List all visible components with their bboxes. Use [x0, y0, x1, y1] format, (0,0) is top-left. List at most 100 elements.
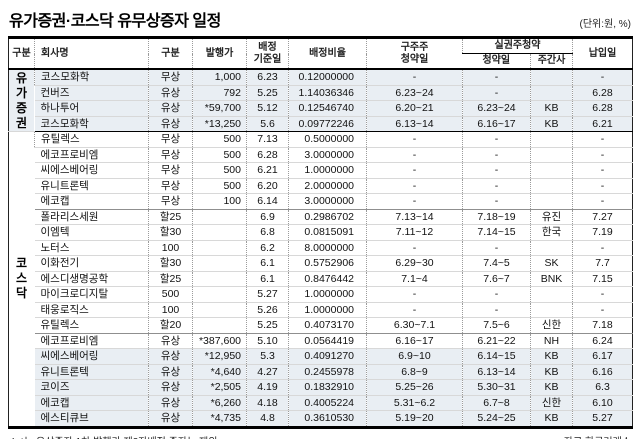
cell-payment: - [572, 302, 633, 318]
table-row: 유니트론텍 유상 *4,640 4.27 0.2455978 6.8~9 6.13~14 KB… [9, 364, 633, 380]
cell-payment: 7.7 [572, 255, 633, 272]
cell-ratio: 0.5752906 [288, 255, 367, 272]
cell-ratio: 0.3610530 [288, 410, 367, 428]
cell-forfeit-sub: - [462, 193, 531, 210]
table-row: 에코캡 유상 *6,260 4.18 0.4005224 5.31~6.2 6.7~8 신한 6… [9, 395, 633, 411]
group-label-cell: 코 스 닥 [8, 131, 35, 428]
cell-forfeit-sub: - [462, 85, 531, 101]
cell-price: *12,950 [192, 348, 247, 365]
cell-type: 유상 [148, 395, 193, 411]
table-row: 컨버즈 유상 792 5.25 1.14036346 6.23~24- 6.28 [9, 85, 633, 101]
cell-payment: 6.28 [572, 85, 633, 101]
schedule-table: 구분 회사명 구분 발행가 배정 기준일 배정비율 구주주 청약일 실권주청약 … [8, 36, 633, 429]
cell-company: 씨에스베어링 [34, 348, 149, 365]
cell-forfeit-sub: 5.30~31 [462, 379, 531, 396]
cell-old-sub: 7.1~4 [366, 271, 463, 287]
cell-underwriter [530, 286, 573, 303]
cell-record-date: 4.18 [246, 395, 289, 411]
cell-forfeit-sub: - [462, 302, 531, 318]
cell-forfeit-sub: 6.13~14 [462, 364, 531, 380]
cell-price: *6,260 [192, 395, 247, 411]
cell-record-date: 4.19 [246, 379, 289, 396]
cell-price [192, 271, 247, 287]
group-label-text: 코 스 닥 [15, 256, 28, 301]
cell-price: 100 [192, 193, 247, 210]
header-price: 발행가 [192, 37, 247, 70]
cell-type: 100 [148, 240, 193, 256]
cell-underwriter: KB [530, 410, 573, 428]
cell-record-date: 4.27 [246, 364, 289, 380]
cell-underwriter [530, 193, 573, 210]
table-row: 태웅로직스 100 5.26 1.0000000- - - [9, 302, 633, 318]
cell-forfeit-sub: 6.7~8 [462, 395, 531, 411]
cell-payment: 6.21 [572, 116, 633, 132]
cell-company: 노터스 [34, 240, 149, 256]
cell-underwriter: SK [530, 255, 573, 272]
header-ratio: 배정비율 [288, 37, 367, 70]
cell-underwriter: 신한 [530, 395, 573, 411]
cell-price [192, 240, 247, 256]
cell-payment: 7.27 [572, 209, 633, 225]
cell-type: 무상 [148, 131, 193, 148]
table-row: 씨에스베어링 무상 500 6.21 1.0000000- - - [9, 162, 633, 179]
cell-price: *387,600 [192, 333, 247, 349]
title-bar: 유가증권·코스닥 유무상증자 일정 (단위:원, %) [8, 7, 632, 36]
cell-forfeit-sub: - [462, 131, 531, 148]
cell-record-date: 5.6 [246, 116, 289, 132]
cell-ratio: 0.4005224 [288, 395, 367, 411]
page-title: 유가증권·코스닥 유무상증자 일정 [9, 13, 221, 30]
cell-type: 무상 [148, 69, 193, 86]
cell-forfeit-sub: 7.5~6 [462, 317, 531, 334]
cell-forfeit-sub: - [462, 69, 531, 86]
cell-price: 792 [192, 85, 247, 101]
cell-ratio: 1.0000000 [288, 162, 367, 179]
cell-forfeit-sub: 6.23~24 [462, 100, 531, 117]
cell-company: 이화전기 [34, 255, 149, 272]
cell-ratio: 0.0564419 [288, 333, 367, 349]
cell-old-sub: - [366, 240, 463, 256]
cell-forfeit-sub: 7.18~19 [462, 209, 531, 225]
cell-type: 무상 [148, 162, 193, 179]
cell-ratio: 3.0000000 [288, 147, 367, 163]
cell-type: 무상 [148, 178, 193, 194]
cell-underwriter: 유진 [530, 209, 573, 225]
cell-underwriter: KB [530, 100, 573, 117]
cell-type: 유상 [148, 379, 193, 396]
cell-underwriter: KB [530, 364, 573, 380]
cell-price: 500 [192, 178, 247, 194]
cell-underwriter [530, 178, 573, 194]
cell-type: 유상 [148, 410, 193, 428]
cell-record-date: 6.23 [246, 69, 289, 86]
footnote: ※ *는 유상증자 1차 발행가 제3자배정 증자는 제외 [9, 433, 217, 439]
cell-record-date: 5.25 [246, 317, 289, 334]
table-row: 코스모화학 유상 *13,250 5.6 0.09772246 6.13~14 6.16~1… [9, 116, 633, 132]
cell-ratio: 8.0000000 [288, 240, 367, 256]
cell-record-date: 5.12 [246, 100, 289, 117]
cell-underwriter: 신한 [530, 317, 573, 334]
cell-record-date: 5.10 [246, 333, 289, 349]
cell-type: 유상 [148, 85, 193, 101]
table-row: 하나투어 유상 *59,700 5.12 0.12546740 6.20~21 6.23~2… [9, 100, 633, 117]
cell-price: 500 [192, 147, 247, 163]
cell-underwriter [530, 147, 573, 163]
group-label-cell: 유 가 증 권 [8, 69, 35, 132]
cell-price: *13,250 [192, 116, 247, 132]
header-row-2: 청약일 주간사 [9, 53, 633, 70]
cell-old-sub: - [366, 69, 463, 86]
cell-forfeit-sub: 7.4~5 [462, 255, 531, 272]
cell-old-sub: 6.8~9 [366, 364, 463, 380]
cell-price: 500 [192, 162, 247, 179]
cell-ratio: 1.0000000 [288, 302, 367, 318]
cell-old-sub: - [366, 162, 463, 179]
cell-old-sub: 6.29~30 [366, 255, 463, 272]
cell-price: 1,000 [192, 69, 247, 86]
table-row: 노터스 100 6.2 8.0000000- - - [9, 240, 633, 256]
cell-company: 에스티큐브 [34, 410, 149, 428]
cell-price [192, 286, 247, 303]
cell-ratio: 0.5000000 [288, 131, 367, 148]
cell-ratio: 0.12000000 [288, 69, 367, 86]
cell-payment: 7.18 [572, 317, 633, 334]
cell-company: 에스디생명공학 [34, 271, 149, 287]
table-row: 이엠텍 할30 6.8 0.0815091 7.11~12 7.14~15 한국 7.19 [9, 224, 633, 241]
cell-ratio: 2.0000000 [288, 178, 367, 194]
